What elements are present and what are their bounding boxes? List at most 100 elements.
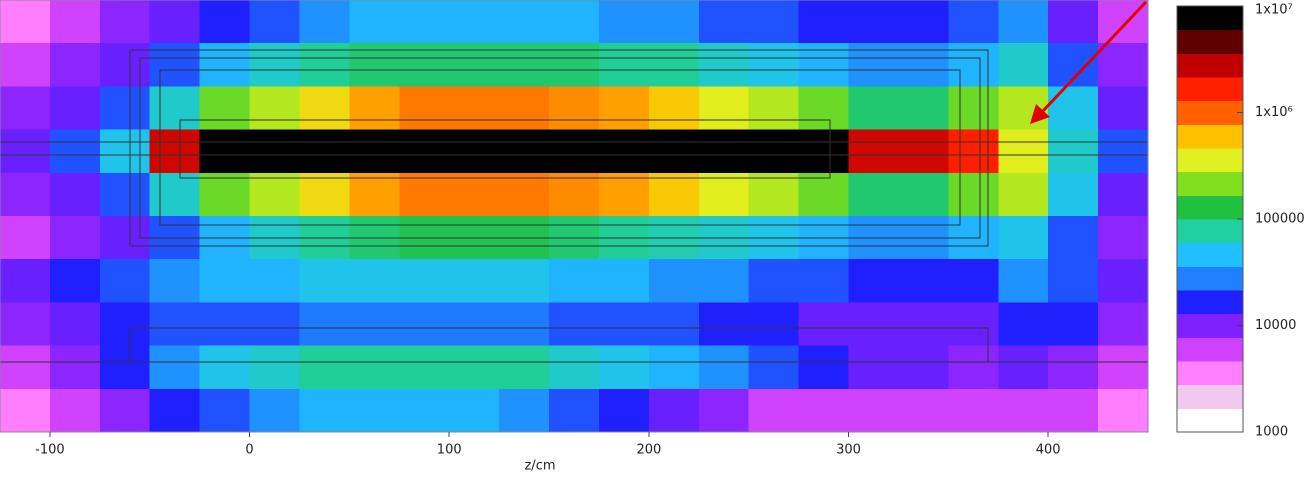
heatmap-cell — [898, 129, 949, 174]
heatmap-cell — [798, 129, 850, 174]
arrow-head — [1030, 104, 1050, 124]
heatmap-cell — [499, 86, 550, 131]
heatmap-cell — [1048, 345, 1099, 390]
x-tick-label: 400 — [1036, 443, 1061, 458]
heatmap-cell — [449, 302, 500, 347]
heatmap-cell — [0, 43, 51, 87]
heatmap-cell — [249, 259, 300, 303]
heatmap-cell — [1098, 388, 1149, 433]
heatmap-cell — [848, 345, 899, 390]
heatmap-cell — [798, 345, 850, 390]
heatmap-cell — [698, 172, 750, 217]
colorbar-swatch — [1177, 148, 1243, 173]
heatmap-cell — [698, 0, 750, 44]
heatmap-cell — [249, 129, 300, 174]
heatmap-cell — [149, 302, 201, 347]
heatmap-cell — [698, 345, 750, 390]
outline — [159, 69, 961, 226]
colorbar-tick-label: 1x10⁶ — [1255, 105, 1293, 120]
colorbar-swatch — [1177, 266, 1243, 291]
heatmap-cell — [349, 345, 400, 390]
heatmap-cell — [698, 129, 750, 174]
heatmap-cell — [1098, 86, 1149, 131]
heatmap-cell — [399, 172, 450, 217]
colorbar-swatch — [1177, 171, 1243, 196]
heatmap-cell — [199, 172, 251, 217]
heatmap-cell — [798, 86, 850, 131]
heatmap-cell — [598, 0, 650, 44]
heatmap-cell — [449, 345, 500, 390]
heatmap-cell — [948, 0, 999, 44]
heatmap-cell — [299, 302, 350, 347]
heatmap-cell — [898, 86, 949, 131]
heatmap-cell — [848, 86, 899, 131]
heatmap-cell — [1048, 129, 1099, 174]
heatmap-cell — [199, 0, 251, 44]
heatmap-cell — [1048, 216, 1099, 260]
heatmap-cell — [199, 302, 251, 347]
heatmap-cell — [549, 172, 600, 217]
heatmap-cell — [299, 129, 350, 174]
colorbar-tick-label: 10000 — [1255, 318, 1296, 333]
heatmap-cell — [49, 345, 101, 390]
heatmap-cell — [998, 0, 1049, 44]
heatmap-cell — [998, 86, 1049, 131]
heatmap-cell — [149, 86, 201, 131]
heatmap-cell — [49, 388, 101, 433]
heatmap-cell — [1098, 302, 1149, 347]
heatmap-cell — [349, 129, 400, 174]
heatmap-cell — [499, 345, 550, 390]
x-axis-label: z/cm — [524, 459, 555, 474]
geometry-outlines — [0, 49, 1148, 363]
heatmap-cell — [1098, 172, 1149, 217]
heatmap-cell — [998, 388, 1049, 433]
colorbar-tick-label: 100000 — [1255, 212, 1305, 227]
heatmap-cell — [948, 302, 999, 347]
heatmap-cell — [748, 302, 800, 347]
heatmap-cell — [1098, 259, 1149, 303]
colorbar-swatch — [1177, 29, 1243, 54]
heatmap-cell — [1048, 259, 1099, 303]
colorbar-swatch — [1177, 77, 1243, 102]
heatmap-cell — [49, 129, 101, 174]
heatmap-cell — [748, 345, 800, 390]
heatmap-cell — [648, 388, 700, 433]
heatmap-cell — [299, 172, 350, 217]
heatmap-cell — [898, 388, 949, 433]
heatmap-cell — [1048, 0, 1099, 44]
heatmap-cell — [49, 259, 101, 303]
heatmap-cell — [948, 172, 999, 217]
heatmap-cell — [848, 388, 899, 433]
heatmap-cell — [349, 0, 400, 44]
x-tick-label: -100 — [35, 443, 65, 458]
heatmap-cell — [49, 172, 101, 217]
colorbar-tick-label: 1x10⁷ — [1255, 3, 1293, 18]
heatmap-cell — [499, 172, 550, 217]
heatmap-cell — [499, 129, 550, 174]
heatmap-cell — [948, 345, 999, 390]
heatmap-cell — [99, 259, 151, 303]
heatmap-cell — [698, 259, 750, 303]
heatmap-cell — [0, 172, 51, 217]
outline — [179, 119, 831, 179]
heatmap-cell — [598, 86, 650, 131]
heatmap-cell — [99, 172, 151, 217]
heatmap-cell — [499, 0, 550, 44]
heatmap-cell — [648, 129, 700, 174]
heatmap-cell — [49, 216, 101, 260]
heatmap-cell — [898, 302, 949, 347]
heatmap-cell — [549, 259, 600, 303]
heatmap-cell — [99, 388, 151, 433]
heatmap-cell — [1098, 43, 1149, 87]
heatmap-cell — [948, 86, 999, 131]
outline — [129, 49, 989, 247]
heatmap-cell — [598, 259, 650, 303]
heatmap-cell — [848, 0, 899, 44]
colorbar-swatch — [1177, 337, 1243, 362]
heatmap-cell — [0, 129, 51, 174]
heatmap-cell — [299, 388, 350, 433]
heatmap-cell — [898, 172, 949, 217]
heatmap-cell — [0, 388, 51, 433]
heatmap-cell — [948, 129, 999, 174]
